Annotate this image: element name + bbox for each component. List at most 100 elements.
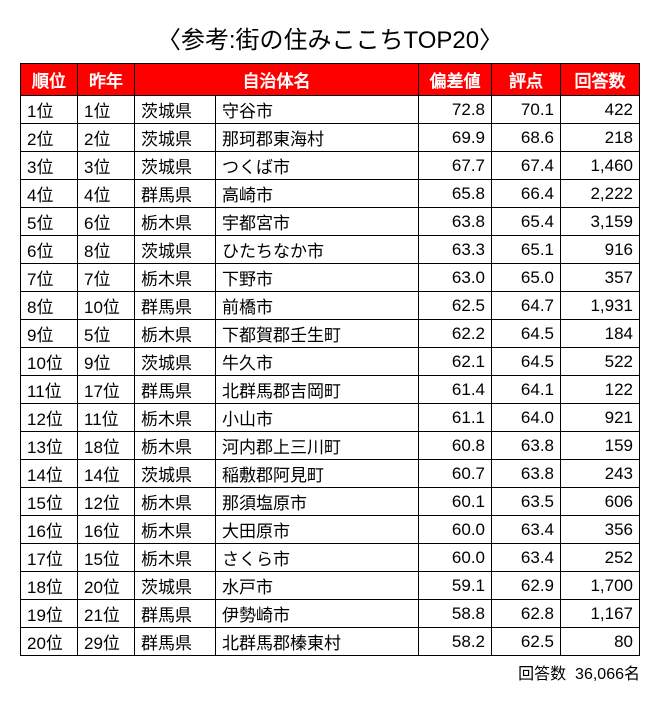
footer-total: 回答数 36,066名 [20,660,640,684]
cell-rank: 9位 [21,320,78,348]
cell-score: 62.5 [492,628,561,656]
cell-prev: 8位 [78,236,135,264]
table-row: 6位8位茨城県ひたちなか市63.365.1916 [21,236,640,264]
cell-city: 河内郡上三川町 [216,432,419,460]
cell-prev: 21位 [78,600,135,628]
cell-pref: 栃木県 [135,488,216,516]
cell-resp: 357 [561,264,640,292]
cell-dev: 67.7 [419,152,492,180]
table-row: 8位10位群馬県前橋市62.564.71,931 [21,292,640,320]
cell-city: 北群馬郡榛東村 [216,628,419,656]
cell-rank: 10位 [21,348,78,376]
cell-resp: 1,167 [561,600,640,628]
cell-dev: 61.1 [419,404,492,432]
cell-resp: 921 [561,404,640,432]
header-prev: 昨年 [78,64,135,96]
cell-resp: 159 [561,432,640,460]
cell-pref: 群馬県 [135,292,216,320]
cell-city: 高崎市 [216,180,419,208]
cell-prev: 12位 [78,488,135,516]
cell-score: 65.4 [492,208,561,236]
cell-rank: 4位 [21,180,78,208]
table-row: 7位7位栃木県下野市63.065.0357 [21,264,640,292]
cell-dev: 62.5 [419,292,492,320]
cell-city: 北群馬郡吉岡町 [216,376,419,404]
cell-pref: 群馬県 [135,600,216,628]
cell-rank: 1位 [21,96,78,124]
cell-resp: 80 [561,628,640,656]
cell-score: 70.1 [492,96,561,124]
cell-pref: 群馬県 [135,628,216,656]
cell-rank: 7位 [21,264,78,292]
cell-score: 64.5 [492,348,561,376]
cell-resp: 184 [561,320,640,348]
cell-resp: 3,159 [561,208,640,236]
cell-city: 伊勢崎市 [216,600,419,628]
header-responses: 回答数 [561,64,640,96]
cell-city: 下野市 [216,264,419,292]
cell-score: 63.4 [492,516,561,544]
header-municipality: 自治体名 [135,64,419,96]
cell-score: 63.5 [492,488,561,516]
cell-pref: 栃木県 [135,264,216,292]
table-row: 10位9位茨城県牛久市62.164.5522 [21,348,640,376]
cell-city: 大田原市 [216,516,419,544]
table-row: 5位6位栃木県宇都宮市63.865.43,159 [21,208,640,236]
cell-pref: 茨城県 [135,572,216,600]
cell-resp: 2,222 [561,180,640,208]
table-row: 2位2位茨城県那珂郡東海村69.968.6218 [21,124,640,152]
cell-dev: 60.8 [419,432,492,460]
cell-rank: 18位 [21,572,78,600]
cell-resp: 1,700 [561,572,640,600]
cell-resp: 356 [561,516,640,544]
cell-resp: 606 [561,488,640,516]
cell-rank: 6位 [21,236,78,264]
ranking-table: 順位 昨年 自治体名 偏差値 評点 回答数 1位1位茨城県守谷市72.870.1… [20,63,640,656]
cell-rank: 2位 [21,124,78,152]
cell-score: 64.0 [492,404,561,432]
cell-prev: 9位 [78,348,135,376]
cell-dev: 60.0 [419,516,492,544]
cell-pref: 群馬県 [135,180,216,208]
cell-city: 宇都宮市 [216,208,419,236]
cell-prev: 20位 [78,572,135,600]
cell-prev: 5位 [78,320,135,348]
cell-city: 那珂郡東海村 [216,124,419,152]
cell-dev: 62.2 [419,320,492,348]
cell-score: 62.8 [492,600,561,628]
cell-pref: 栃木県 [135,544,216,572]
cell-rank: 20位 [21,628,78,656]
cell-score: 67.4 [492,152,561,180]
cell-resp: 916 [561,236,640,264]
cell-score: 63.8 [492,432,561,460]
cell-rank: 8位 [21,292,78,320]
table-row: 14位14位茨城県稲敷郡阿見町60.763.8243 [21,460,640,488]
cell-dev: 63.3 [419,236,492,264]
cell-dev: 72.8 [419,96,492,124]
cell-rank: 11位 [21,376,78,404]
table-row: 17位15位栃木県さくら市60.063.4252 [21,544,640,572]
cell-rank: 13位 [21,432,78,460]
header-score: 評点 [492,64,561,96]
cell-city: 小山市 [216,404,419,432]
header-rank: 順位 [21,64,78,96]
table-row: 9位5位栃木県下都賀郡壬生町62.264.5184 [21,320,640,348]
cell-pref: 栃木県 [135,320,216,348]
cell-dev: 65.8 [419,180,492,208]
table-row: 3位3位茨城県つくば市67.767.41,460 [21,152,640,180]
cell-pref: 茨城県 [135,124,216,152]
cell-rank: 12位 [21,404,78,432]
cell-city: 稲敷郡阿見町 [216,460,419,488]
cell-dev: 60.1 [419,488,492,516]
table-title: 〈参考:街の住みここちTOP20〉 [20,20,640,55]
cell-dev: 62.1 [419,348,492,376]
table-row: 13位18位栃木県河内郡上三川町60.863.8159 [21,432,640,460]
cell-city: 水戸市 [216,572,419,600]
cell-city: 守谷市 [216,96,419,124]
cell-city: さくら市 [216,544,419,572]
cell-dev: 61.4 [419,376,492,404]
cell-prev: 2位 [78,124,135,152]
cell-score: 64.7 [492,292,561,320]
cell-resp: 122 [561,376,640,404]
cell-dev: 63.8 [419,208,492,236]
